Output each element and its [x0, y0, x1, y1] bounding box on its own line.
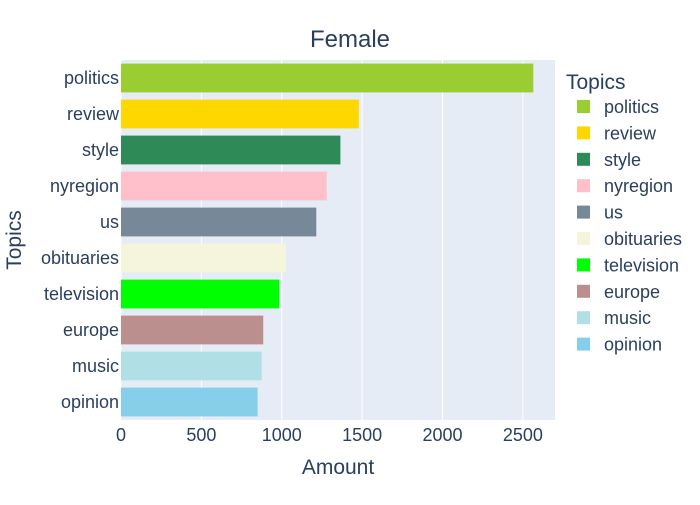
x-axis-ticks: 0 500 1000 1500 2000 2500 [116, 425, 543, 445]
y-tick-label-music: music [72, 356, 119, 376]
legend-item-us[interactable]: us [577, 203, 623, 223]
bar-obituaries[interactable] [121, 243, 286, 273]
legend-swatch [577, 152, 590, 166]
legend-item-style[interactable]: style [577, 150, 641, 170]
legend-item-opinion[interactable]: opinion [577, 335, 662, 355]
bar-us[interactable] [121, 207, 317, 237]
bar-television[interactable] [121, 279, 280, 309]
legend-item-europe[interactable]: europe [577, 282, 660, 302]
legend-swatch [577, 179, 590, 193]
legend-label: us [604, 203, 623, 223]
legend-item-music[interactable]: music [577, 308, 651, 328]
y-tick-label-review: review [67, 104, 120, 124]
bar-style[interactable] [121, 135, 341, 165]
legend-swatch [577, 126, 590, 140]
y-tick-label-politics: politics [64, 68, 119, 88]
bar-europe[interactable] [121, 315, 264, 345]
legend-item-nyregion[interactable]: nyregion [577, 176, 673, 196]
legend-swatch [577, 100, 590, 113]
legend-swatch [577, 284, 590, 298]
y-tick-label-europe: europe [63, 320, 119, 340]
legend-item-obituaries[interactable]: obituaries [577, 229, 682, 249]
bar-review[interactable] [121, 99, 359, 129]
legend-swatch [577, 258, 590, 272]
y-axis-label: Topics [3, 210, 26, 270]
legend-label: opinion [604, 335, 662, 355]
x-axis-label: Amount [302, 456, 375, 479]
legend-label: television [604, 255, 679, 275]
bar-opinion[interactable] [121, 387, 258, 417]
legend-swatch [577, 337, 590, 351]
x-tick-label: 500 [186, 425, 216, 445]
y-axis-ticks: politics review style nyregion us obituaries t… [41, 68, 120, 412]
legend-swatch [577, 232, 590, 245]
y-tick-label-us: us [100, 212, 119, 232]
legend: Topics politics review style nyregion us obit… [566, 71, 682, 355]
legend-title: Topics [566, 71, 626, 94]
x-tick-label: 2000 [422, 425, 462, 445]
y-tick-label-opinion: opinion [61, 392, 119, 412]
bars [121, 63, 534, 417]
x-tick-label: 1500 [342, 425, 382, 445]
y-tick-label-nyregion: nyregion [50, 176, 119, 196]
legend-items: politics review style nyregion us obituaries t… [577, 97, 682, 355]
x-tick-label: 1000 [262, 425, 302, 445]
legend-label: obituaries [604, 229, 682, 249]
bar-nyregion[interactable] [121, 171, 327, 201]
legend-label: style [604, 150, 641, 170]
legend-swatch [577, 205, 590, 219]
chart-title: Female [310, 26, 390, 53]
legend-label: europe [604, 282, 660, 302]
legend-label: nyregion [604, 176, 673, 196]
y-tick-label-television: television [44, 284, 119, 304]
bar-music[interactable] [121, 351, 262, 381]
x-tick-label: 0 [116, 425, 126, 445]
legend-label: politics [604, 97, 659, 117]
bar-politics[interactable] [121, 63, 534, 93]
y-tick-label-style: style [82, 140, 119, 160]
legend-item-review[interactable]: review [577, 123, 657, 143]
legend-swatch [577, 311, 590, 325]
legend-item-politics[interactable]: politics [577, 97, 659, 117]
y-tick-label-obituaries: obituaries [41, 248, 119, 268]
legend-item-television[interactable]: television [577, 255, 679, 275]
legend-label: review [604, 123, 657, 143]
legend-label: music [604, 308, 651, 328]
x-tick-label: 2500 [503, 425, 543, 445]
